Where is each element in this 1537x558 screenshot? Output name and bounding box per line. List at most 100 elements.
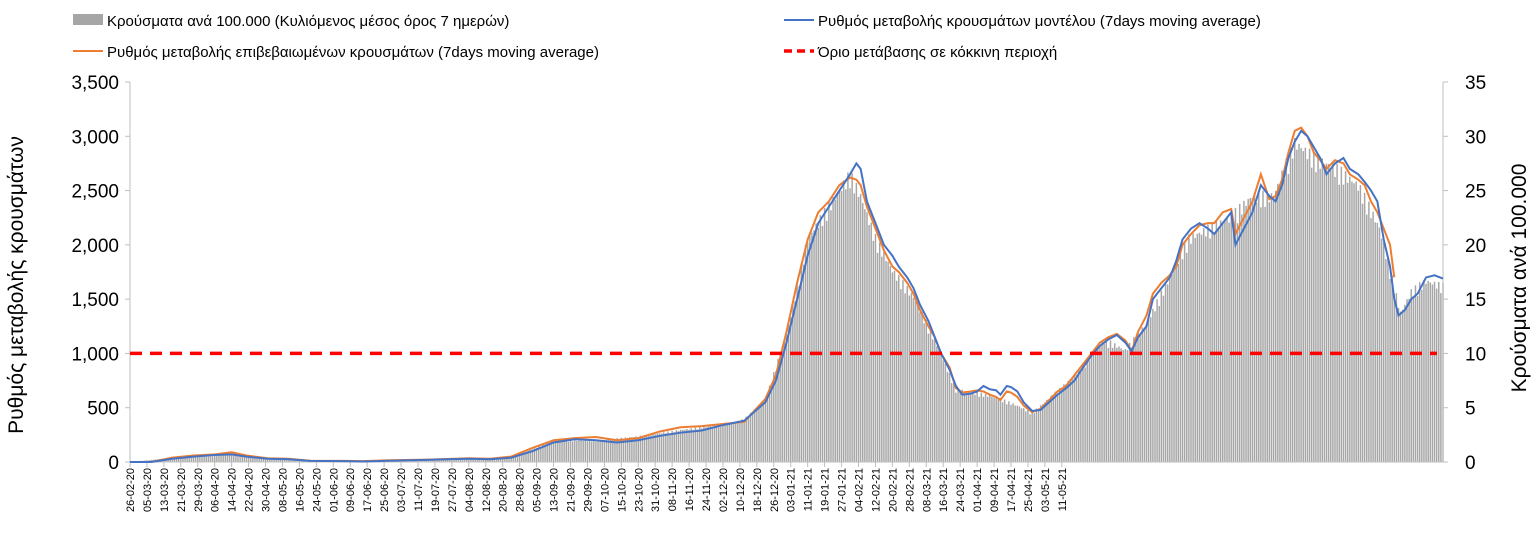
- cases-bar: [815, 223, 816, 462]
- cases-bar: [803, 265, 804, 462]
- cases-bar: [1319, 169, 1320, 462]
- cases-bar: [775, 371, 776, 462]
- cases-bar: [887, 262, 888, 462]
- cases-bar: [809, 234, 810, 462]
- cases-bar: [998, 400, 999, 463]
- cases-bar: [1034, 413, 1035, 462]
- cases-bar: [746, 417, 747, 462]
- cases-bar: [1302, 151, 1303, 462]
- cases-bar: [1070, 379, 1071, 462]
- cases-bar: [839, 190, 840, 462]
- cases-bar: [1197, 234, 1198, 462]
- cases-bar: [1163, 296, 1164, 462]
- cases-bar: [735, 422, 736, 462]
- cases-bar: [1137, 332, 1138, 462]
- cases-bar: [864, 209, 865, 462]
- cases-bar: [1410, 289, 1411, 462]
- cases-bar: [796, 283, 797, 462]
- cases-bar: [1413, 296, 1414, 462]
- cases-bar: [1381, 239, 1382, 462]
- cases-bar: [574, 440, 575, 462]
- cases-bar: [1133, 337, 1134, 462]
- cases-bar: [788, 324, 789, 462]
- x-tick-label: 11-01-21: [803, 468, 815, 511]
- cases-bar: [1175, 262, 1176, 462]
- cases-bar: [928, 334, 929, 462]
- cases-bar: [1387, 258, 1388, 462]
- x-tick-label: 24-05-20: [311, 468, 323, 512]
- cases-bar: [784, 342, 785, 462]
- cases-bar: [697, 430, 698, 462]
- x-tick-label: 04-02-21: [854, 468, 866, 512]
- x-tick-label: 19-07-20: [430, 468, 442, 512]
- cases-bar: [604, 440, 605, 462]
- cases-bar: [1171, 273, 1172, 462]
- x-tick-label: 09-06-20: [345, 468, 357, 512]
- cases-bar: [1233, 224, 1234, 462]
- cases-bar: [1368, 202, 1369, 462]
- cases-bar: [1400, 312, 1401, 462]
- cases-bar: [993, 397, 994, 462]
- cases-bar: [1074, 374, 1075, 462]
- cases-bar: [1038, 409, 1039, 462]
- cases-bar: [1317, 154, 1318, 462]
- x-tick-label: 14-04-20: [227, 468, 239, 512]
- cases-bar: [733, 422, 734, 462]
- cases-bar: [1142, 327, 1143, 462]
- cases-bar: [1336, 164, 1337, 462]
- x-tick-label: 17-04-21: [1006, 468, 1018, 512]
- cases-bar: [1374, 222, 1375, 462]
- cases-bar: [989, 396, 990, 462]
- x-tick-label: 05-09-20: [532, 468, 544, 512]
- cases-bar: [1436, 289, 1437, 462]
- cases-bar: [923, 323, 924, 462]
- cases-bar: [966, 391, 967, 462]
- cases-bar: [1345, 171, 1346, 462]
- cases-bar: [1010, 405, 1011, 462]
- cases-bar: [978, 397, 979, 462]
- cases-bar: [974, 395, 975, 462]
- legend-label-model: Ρυθμός μεταβολής κρουσμάτων μοντέλου (7d…: [818, 13, 1261, 30]
- cases-bar: [1309, 149, 1310, 462]
- cases-bar: [1279, 184, 1280, 462]
- cases-bar: [1364, 193, 1365, 462]
- x-tick-label: 20-02-21: [887, 468, 899, 512]
- cases-bar: [676, 430, 677, 462]
- cases-bar: [917, 305, 918, 462]
- cases-bar: [1328, 164, 1329, 462]
- cases-bar: [1228, 223, 1229, 462]
- cases-bar: [826, 221, 827, 462]
- cases-bar: [1402, 310, 1403, 462]
- cases-bar: [949, 373, 950, 462]
- cases-bar: [962, 390, 963, 462]
- cases-bar: [868, 225, 869, 462]
- cases-bar: [1353, 183, 1354, 462]
- x-tick-label: 28-02-21: [904, 468, 916, 512]
- cases-bar: [1243, 201, 1244, 462]
- cases-bar: [1209, 239, 1210, 462]
- cases-bar: [1063, 384, 1064, 462]
- cases-bar: [1241, 214, 1242, 462]
- cases-bar: [1042, 404, 1043, 462]
- y-left-tick-label: 2,000: [71, 236, 119, 257]
- cases-bar: [1120, 348, 1121, 462]
- cases-bar: [1349, 177, 1350, 462]
- cases-bar: [1417, 296, 1418, 462]
- x-tick-label: 30-04-20: [261, 468, 273, 512]
- cases-bar: [760, 404, 761, 462]
- x-tick-label: 09-04-21: [989, 468, 1001, 512]
- cases-bar: [1004, 399, 1005, 462]
- cases-bar: [1061, 390, 1062, 462]
- cases-bar: [983, 397, 984, 462]
- cases-bar: [699, 427, 700, 462]
- cases-bar: [1122, 350, 1123, 462]
- cases-bar: [1072, 378, 1073, 462]
- y-right-tick-label: 30: [1465, 127, 1486, 148]
- cases-bar: [1044, 402, 1045, 462]
- cases-bar: [1099, 347, 1100, 462]
- x-tick-label: 21-03-20: [176, 468, 188, 512]
- cases-bar: [1273, 198, 1274, 462]
- cases-bar: [642, 437, 643, 462]
- cases-bar: [762, 403, 763, 462]
- cases-bar: [798, 286, 799, 462]
